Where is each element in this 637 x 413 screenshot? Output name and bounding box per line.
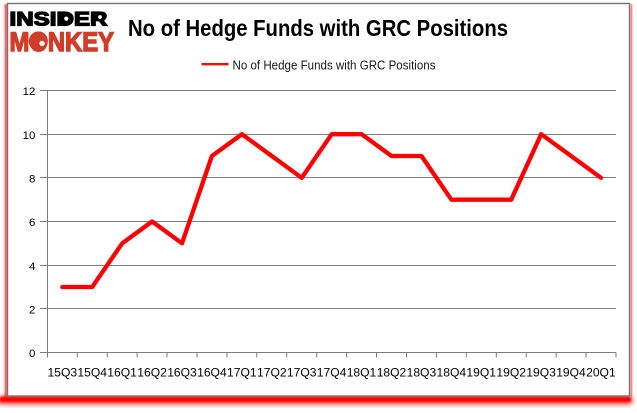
svg-text:16Q4: 16Q4 [197, 366, 227, 380]
svg-text:19Q2: 19Q2 [496, 366, 526, 380]
svg-text:17Q3: 17Q3 [287, 366, 317, 380]
svg-text:No of Hedge Funds with GRC Pos: No of Hedge Funds with GRC Positions [128, 15, 508, 41]
svg-text:8: 8 [29, 174, 35, 186]
svg-text:19Q3: 19Q3 [526, 366, 556, 380]
svg-text:18Q3: 18Q3 [407, 366, 437, 380]
svg-text:6: 6 [29, 217, 35, 229]
svg-text:MONKEY: MONKEY [10, 27, 115, 57]
svg-text:18Q2: 18Q2 [377, 366, 407, 380]
svg-text:15Q3: 15Q3 [48, 366, 78, 380]
svg-text:17Q1: 17Q1 [227, 366, 257, 380]
svg-text:19Q1: 19Q1 [466, 366, 496, 380]
svg-text:20Q1: 20Q1 [586, 366, 616, 380]
svg-text:18Q4: 18Q4 [437, 366, 467, 380]
svg-text:12: 12 [23, 86, 36, 98]
svg-text:16Q3: 16Q3 [167, 366, 197, 380]
svg-text:16Q1: 16Q1 [107, 366, 137, 380]
svg-text:19Q4: 19Q4 [556, 366, 586, 380]
svg-text:17Q2: 17Q2 [257, 366, 287, 380]
svg-text:18Q1: 18Q1 [347, 366, 377, 380]
svg-text:4: 4 [29, 261, 35, 273]
svg-text:17Q4: 17Q4 [317, 366, 347, 380]
svg-text:16Q2: 16Q2 [137, 366, 167, 380]
svg-text:15Q4: 15Q4 [77, 366, 107, 380]
svg-text:No of Hedge Funds with GRC Pos: No of Hedge Funds with GRC Positions [233, 58, 436, 72]
svg-text:10: 10 [23, 130, 36, 142]
svg-text:0: 0 [29, 348, 35, 360]
svg-text:2: 2 [29, 305, 35, 317]
